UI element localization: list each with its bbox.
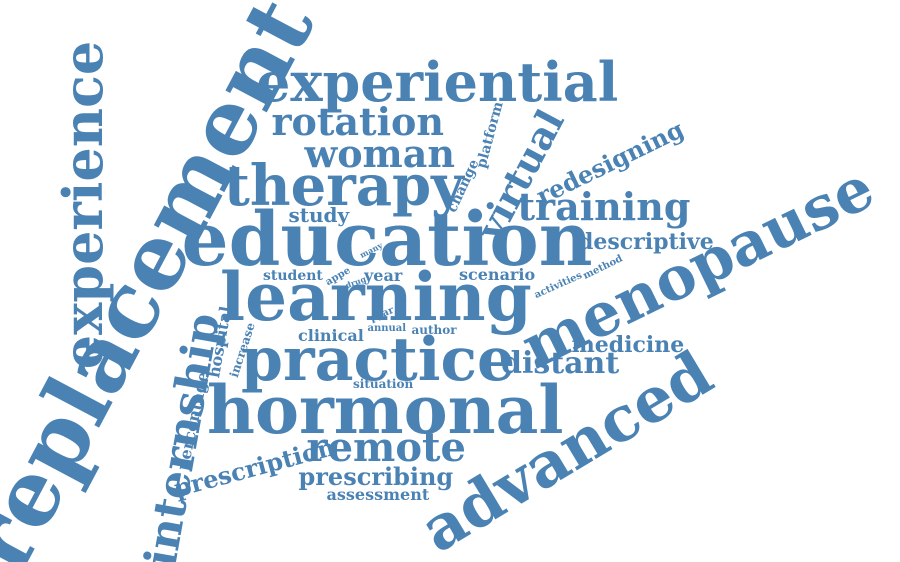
word-training: training <box>517 184 691 229</box>
word-author: author <box>411 323 457 337</box>
word-education: education <box>181 197 593 283</box>
word-situation: situation <box>353 377 414 391</box>
word-clinical: clinical <box>298 326 364 345</box>
word-annual: annual <box>367 323 407 334</box>
word-medicine: medicine <box>571 332 685 358</box>
word-scenario: scenario <box>459 265 536 284</box>
word-rotation: rotation <box>271 99 445 144</box>
word-experience: experience <box>51 40 116 370</box>
word-prescribing: prescribing <box>298 462 454 491</box>
word-learning: learning <box>220 258 532 336</box>
word-descriptive: descriptive <box>578 229 714 255</box>
word-practice: practice <box>241 325 516 395</box>
word-student: student <box>263 268 323 284</box>
word-woman: woman <box>304 131 456 176</box>
word-hormonal: hormonal <box>207 371 564 449</box>
word-study: study <box>288 203 350 227</box>
word-experiential: experiential <box>256 50 619 114</box>
word-year: year <box>364 266 403 285</box>
word-therapy: therapy <box>224 153 464 219</box>
word-assessment: assessment <box>326 485 430 504</box>
word-remote: remote <box>306 424 466 471</box>
word-distant: distant <box>501 346 620 381</box>
